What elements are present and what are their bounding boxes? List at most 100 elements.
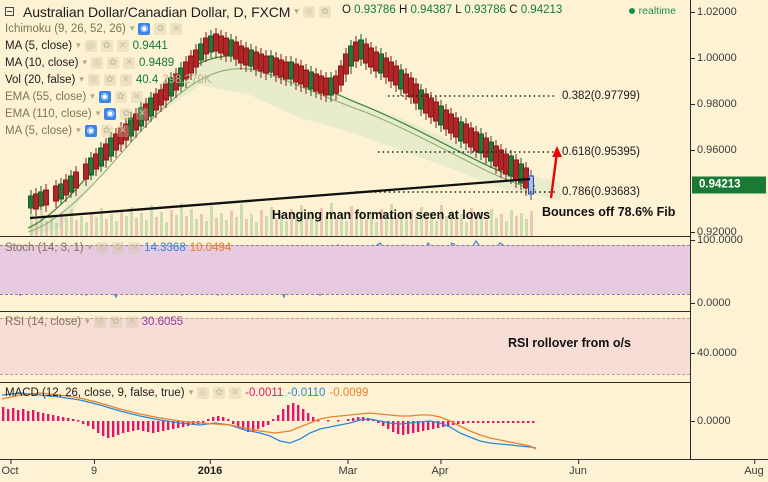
stoch-tick: 0.0000 [691, 297, 731, 309]
rsi-tick: 40.0000 [691, 347, 737, 359]
gear-icon[interactable]: ✿ [112, 241, 125, 254]
gear-icon[interactable]: ✿ [154, 22, 167, 35]
chevron-down-icon[interactable]: ▾ [90, 91, 95, 101]
ohlc-l-label: L [455, 4, 462, 16]
close-icon[interactable]: ✕ [128, 241, 141, 254]
gear-icon[interactable]: ✿ [109, 315, 122, 328]
gear-icon[interactable]: ✿ [114, 90, 127, 103]
eye-icon[interactable]: ◉ [98, 90, 111, 103]
chevron-down-icon[interactable]: ▾ [129, 23, 135, 33]
chevron-down-icon[interactable]: ▾ [294, 6, 299, 16]
eye-icon[interactable]: ◉ [138, 22, 151, 35]
eye-icon[interactable]: ◎ [84, 39, 97, 52]
price-scale[interactable]: 1.02000 1.00000 0.98000 0.96000 0.94213 … [690, 0, 768, 460]
indicator-label[interactable]: Ichimoku (9, 26, 52, 26) [5, 22, 126, 35]
rsi-annotation: RSI rollover from o/s [508, 336, 631, 350]
rsi-indicator-name[interactable]: RSI (14, close) [5, 315, 82, 328]
indicator-label[interactable]: MA (5, close) [5, 124, 73, 137]
symbol-row[interactable]: Australian Dollar/Canadian Dollar, D, FX… [5, 3, 331, 20]
gear-icon[interactable]: ✿ [107, 56, 120, 69]
stoch-upper-dash [0, 245, 690, 246]
gear-icon[interactable]: ✿ [120, 107, 133, 120]
indicator-label[interactable]: MA (10, close) [5, 56, 79, 69]
macd-indicator-name[interactable]: MACD (12, 26, close, 9, false, true) [5, 386, 185, 399]
macd-pane[interactable]: MACD (12, 26, close, 9, false, true) ▾ ◎… [0, 383, 690, 459]
macd-legend[interactable]: MACD (12, 26, close, 9, false, true) ▾ ◎… [5, 384, 368, 401]
indicator-row-volume[interactable]: Vol (20, false) ▾ ◎ ✿ ✕ 40.4 298.279K [5, 71, 331, 88]
eye-icon[interactable]: ◉ [104, 107, 117, 120]
macd-hist-value: -0.0099 [329, 386, 369, 399]
close-icon[interactable]: ✕ [170, 22, 183, 35]
price-pane[interactable] [0, 0, 690, 236]
rsi-legend[interactable]: RSI (14, close) ▾ ◎ ✿ ✕ 30.6055 [5, 313, 183, 330]
chevron-down-icon[interactable]: ▾ [95, 108, 101, 118]
last-price-badge: 0.94213 [692, 176, 766, 194]
time-tick: Mar [338, 460, 358, 477]
ohlc-o-label: O [342, 4, 351, 16]
close-icon[interactable]: ✕ [130, 90, 143, 103]
eye-icon[interactable]: ◉ [84, 124, 97, 137]
indicator-row-ichimoku[interactable]: Ichimoku (9, 26, 52, 26) ▾ ◉ ✿ ✕ [5, 20, 331, 37]
chevron-down-icon[interactable]: ▾ [188, 387, 194, 397]
close-icon[interactable]: ✕ [119, 73, 132, 86]
gear-icon[interactable]: ✿ [100, 124, 113, 137]
close-icon[interactable]: ✕ [136, 107, 149, 120]
close-icon[interactable]: ✕ [116, 124, 129, 137]
close-icon[interactable]: ✕ [229, 386, 242, 399]
close-icon[interactable]: ✕ [123, 56, 136, 69]
status-dot-icon [628, 8, 635, 14]
collapse-icon[interactable] [5, 7, 14, 16]
gear-icon[interactable]: ✿ [318, 5, 331, 18]
rsi-band [0, 318, 690, 374]
indicator-label[interactable]: MA (5, close) [5, 39, 73, 52]
indicator-row-ema55[interactable]: EMA (55, close) ▾ ◉ ✿ ✕ [5, 88, 331, 105]
macd-tick: 0.0000 [691, 415, 731, 427]
bounce-arrow [549, 146, 562, 199]
time-tick: Oct [1, 460, 19, 477]
indicator-row-ma5[interactable]: MA (5, close) ▾ ◎ ✿ ✕ 0.9441 [5, 37, 331, 54]
indicator-label[interactable]: EMA (110, close) [5, 107, 92, 120]
time-tick-year: 2016 [197, 460, 223, 477]
indicator-row-ma-last[interactable]: MA (5, close) ▾ ◉ ✿ ✕ [5, 122, 331, 139]
trendline [29, 177, 531, 220]
eye-icon[interactable]: ◎ [91, 56, 104, 69]
eye-icon[interactable]: ◎ [87, 73, 100, 86]
close-icon[interactable]: ✕ [116, 39, 129, 52]
eye-icon[interactable]: ◎ [96, 241, 109, 254]
eye-icon[interactable]: ◎ [93, 315, 106, 328]
chart-legend: Australian Dollar/Canadian Dollar, D, FX… [5, 3, 331, 139]
close-icon[interactable]: ✕ [125, 315, 138, 328]
fib-label-786: 0.786(0.93683) [562, 186, 641, 198]
indicator-value: 0.9441 [132, 39, 168, 52]
chevron-down-icon[interactable]: ▾ [76, 40, 81, 50]
indicator-label[interactable]: Vol (20, false) [5, 73, 76, 86]
stoch-indicator-name[interactable]: Stoch (14, 3, 1) [5, 241, 84, 254]
gear-icon[interactable]: ✿ [213, 386, 226, 399]
stoch-pane[interactable]: Stoch (14, 3, 1) ▾ ◎ ✿ ✕ 14.3368 10.0494 [0, 237, 690, 311]
symbol-title[interactable]: Australian Dollar/Canadian Dollar, D, FX… [23, 3, 291, 20]
indicator-value: 40.4 [135, 73, 159, 86]
eye-icon[interactable]: ◎ [302, 5, 315, 18]
stoch-d-value: 10.0494 [189, 241, 232, 254]
chevron-down-icon[interactable]: ▾ [79, 74, 84, 84]
chevron-down-icon[interactable]: ▾ [82, 57, 88, 67]
rsi-upper-dash [0, 318, 690, 319]
gear-icon[interactable]: ✿ [100, 39, 113, 52]
fib-label-382: 0.382(0.97799) [562, 90, 641, 102]
chevron-down-icon[interactable]: ▾ [85, 316, 90, 326]
rsi-pane[interactable]: RSI (14, close) ▾ ◎ ✿ ✕ 30.6055 RSI roll… [0, 312, 690, 382]
time-axis[interactable]: Oct 9 2016 Mar Apr Jun Aug [0, 459, 768, 482]
chevron-down-icon[interactable]: ▾ [76, 125, 81, 135]
price-tick: 1.00000 [691, 52, 737, 64]
indicator-row-ma10[interactable]: MA (10, close) ▾ ◎ ✿ ✕ 0.9489 [5, 54, 331, 71]
ohlc-h-label: H [398, 4, 408, 16]
gear-icon[interactable]: ✿ [103, 73, 116, 86]
indicator-row-ema110[interactable]: EMA (110, close) ▾ ◉ ✿ ✕ [5, 105, 331, 122]
indicator-label[interactable]: EMA (55, close) [5, 90, 87, 103]
time-tick: Aug [744, 460, 764, 477]
eye-icon[interactable]: ◎ [197, 386, 210, 399]
indicator-volume-value: 298.279K [162, 73, 212, 86]
chevron-down-icon[interactable]: ▾ [87, 242, 93, 252]
stoch-legend[interactable]: Stoch (14, 3, 1) ▾ ◎ ✿ ✕ 14.3368 10.0494 [5, 239, 231, 256]
